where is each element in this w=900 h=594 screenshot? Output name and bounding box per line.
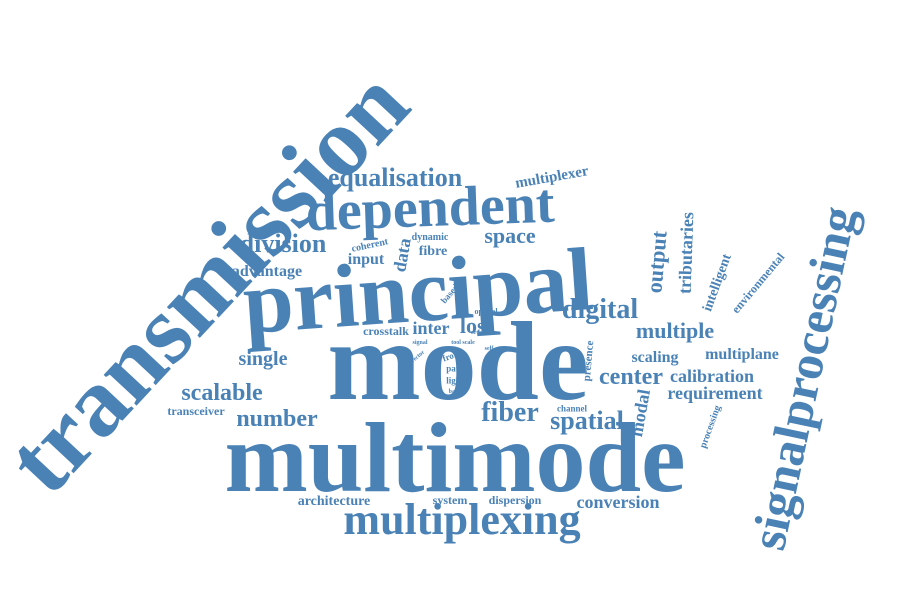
word-order: order (470, 330, 486, 336)
word-channel: channel (556, 403, 588, 414)
word-dispersion: dispersion (488, 493, 542, 507)
word-digital: digital (561, 294, 639, 325)
word-signal: signal (412, 340, 428, 346)
word-output: output (641, 229, 672, 295)
word-spatial: spatial (550, 406, 624, 435)
word-conversion: conversion (576, 492, 660, 512)
word-tributaries: tributaries (674, 211, 698, 295)
word-fibre: fibre (418, 244, 448, 259)
word-presence: presence (580, 340, 597, 382)
word-crosstalk: crosstalk (363, 324, 409, 338)
word-space: space (484, 223, 536, 248)
word-single: single (238, 348, 288, 370)
word-light: light (446, 375, 464, 386)
word-multiple: multiple (635, 318, 715, 343)
word-basis: basis (448, 389, 462, 395)
word-environmental: environmental (728, 249, 788, 317)
word-center: center (599, 364, 663, 390)
word-path: path (446, 363, 464, 374)
word-number: number (236, 406, 318, 432)
word-scalable: scalable (181, 380, 263, 406)
word-input: input (347, 251, 385, 268)
word-self: self (484, 346, 494, 352)
word-loss: loss (459, 313, 495, 338)
word-requirement: requirement (667, 383, 763, 403)
word-multimode: multimode (224, 402, 686, 513)
word-fiber: fiber (481, 397, 539, 428)
word-advantage: advantage (231, 263, 303, 280)
word-dynamic: dynamic (411, 232, 449, 243)
word-tool-scale: tool scale (451, 340, 475, 346)
word-scaling: scaling (631, 349, 679, 366)
word-inter: inter (412, 318, 450, 338)
word-equalisation: equalisation (327, 163, 463, 192)
word-architecture: architecture (297, 494, 371, 509)
word-division: division (239, 229, 327, 258)
word-calibration: calibration (670, 366, 754, 386)
word-transceiver: transceiver (167, 404, 225, 418)
word-processing: processing (697, 403, 724, 450)
word-multiplexing: multiplexing (343, 495, 581, 544)
word-signalprocessing: signalprocessing (739, 201, 867, 555)
word-optical: optical (474, 307, 498, 316)
word-mode: mode (327, 300, 589, 424)
word-system: system (432, 493, 468, 507)
word-multiplane: multiplane (705, 346, 779, 363)
